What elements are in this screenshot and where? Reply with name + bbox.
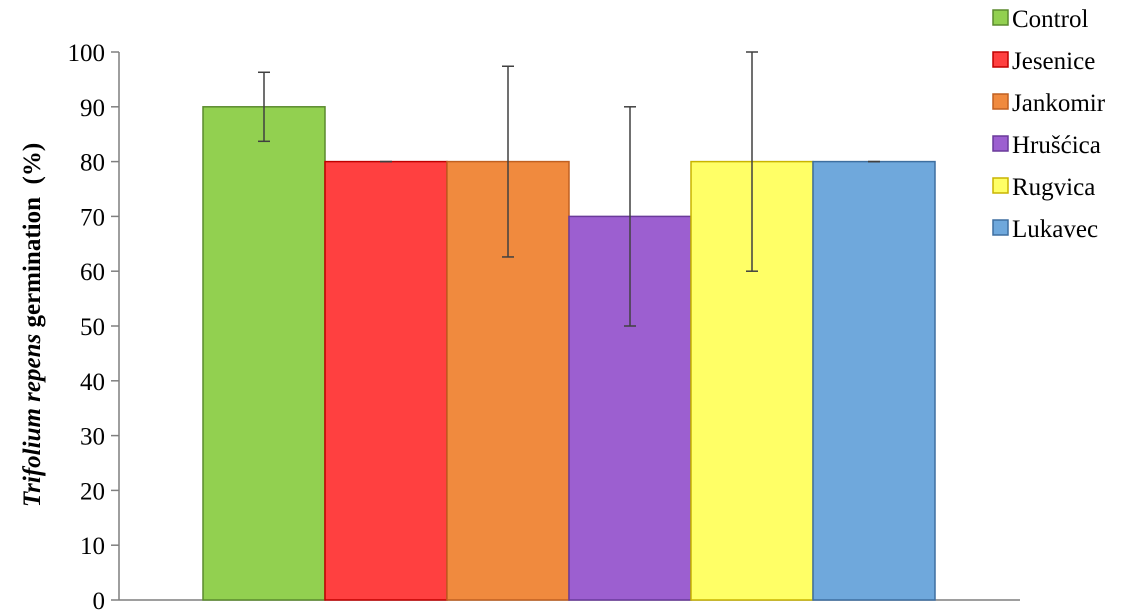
y-axis-label: Trifolium repens germination (%) [19,143,46,507]
error-bars-group [258,51,880,327]
y-tick-label: 80 [80,150,105,177]
y-tick-label: 20 [80,478,105,505]
legend-label-4: Hrušćica [1012,132,1101,159]
legend-swatch-6 [992,219,1009,236]
bars-group [202,106,936,601]
y-tick-label: 40 [80,369,105,396]
bar-2 [324,160,448,601]
legend-swatch-4 [992,135,1009,152]
y-tick-label: 70 [80,204,105,231]
y-tick-label: 0 [93,588,106,612]
y-axis-ticks: 0 10 20 30 40 50 60 70 80 90 100 [68,40,119,612]
legend-swatch-1 [992,9,1009,26]
legend-label-2: Jesenice [1012,48,1095,75]
y-tick-label: 60 [80,259,105,286]
bar-1 [202,106,326,601]
y-tick-label: 90 [80,95,105,122]
legend: Control Jesenice Jankomir Hrušćica Rugvica Lu… [992,6,1106,243]
y-tick-label: 30 [80,424,105,451]
y-axis-label-group: Trifolium repens germination (%) [19,143,46,507]
y-axis-label-suffix: germination (%) [19,143,46,334]
y-axis-label-species: Trifolium repens [19,334,46,507]
legend-label-1: Control [1012,6,1088,33]
y-tick-label: 10 [80,533,105,560]
legend-label-5: Rugvica [1012,174,1095,201]
bar-6 [812,160,936,601]
legend-swatch-3 [992,93,1009,110]
y-tick-label: 50 [80,314,105,341]
legend-swatch-5 [992,177,1009,194]
legend-label-6: Lukavec [1012,216,1098,243]
y-tick-label: 100 [68,40,106,67]
legend-label-3: Jankomir [1012,90,1106,117]
legend-swatch-2 [992,51,1009,68]
